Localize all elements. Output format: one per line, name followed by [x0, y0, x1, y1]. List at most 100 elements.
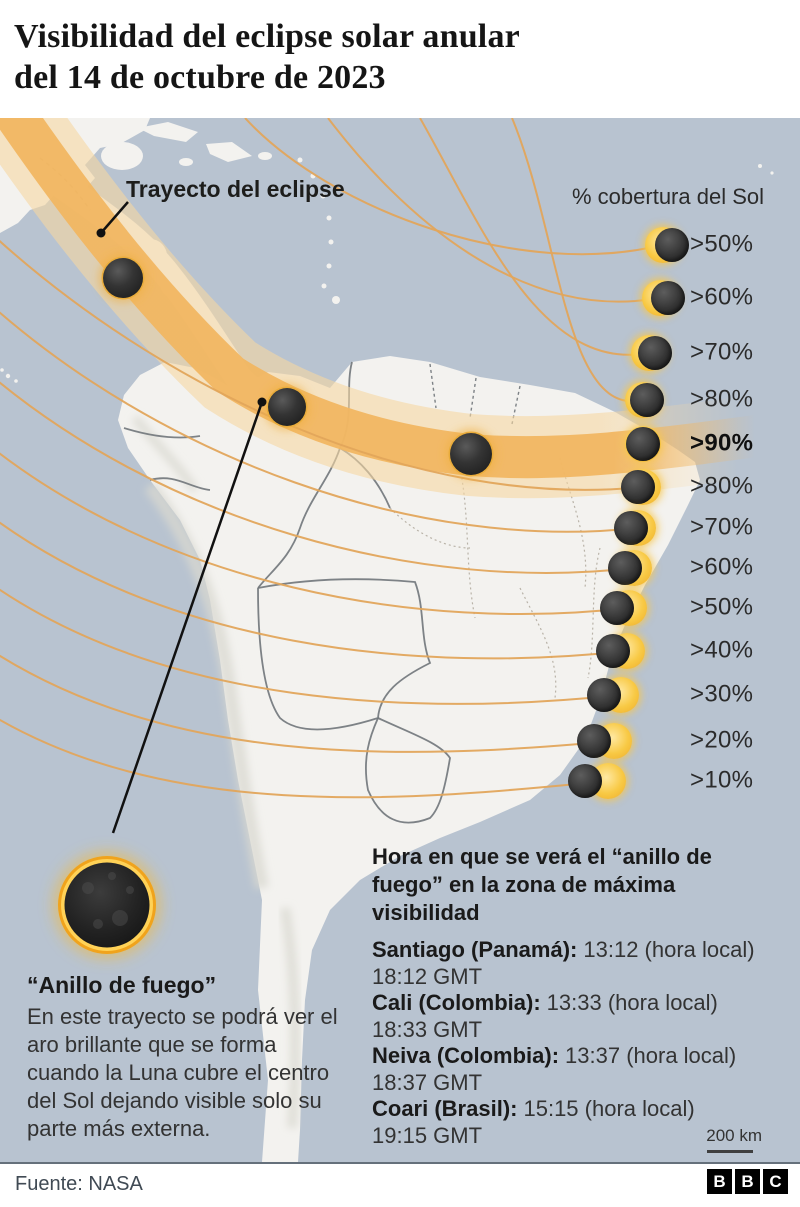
legend-label: >30%	[690, 680, 754, 708]
moon-icon	[655, 228, 689, 262]
legend-eclipse-icon	[625, 382, 664, 418]
times-header: Hora en que se verá el “anillo de fuego”…	[372, 844, 712, 925]
moon-icon	[651, 281, 685, 315]
country-borders	[39, 157, 521, 824]
moon-icon	[568, 764, 602, 798]
time-entry-city-line: Cali (Colombia): 13:33 (hora local)	[372, 990, 784, 1017]
time-entry-gmt: 18:37 GMT	[372, 1069, 483, 1095]
puerto-rico	[258, 152, 272, 160]
pointer-lines	[96, 201, 267, 834]
moon-icon	[577, 724, 611, 758]
legend-label: >90%	[690, 429, 754, 457]
coverage-contour-lines	[0, 118, 663, 799]
legend-label: >60%	[690, 283, 754, 311]
ring-of-fire-illustration	[53, 851, 161, 959]
eclipse-band-core	[0, 118, 800, 479]
legend-label: >40%	[690, 636, 754, 664]
time-entry-city: Santiago (Panamá):	[372, 937, 578, 962]
legend-eclipse-icon	[645, 227, 689, 263]
moon-icon	[596, 634, 630, 668]
time-entry-gmt: 18:12 GMT	[372, 963, 483, 989]
moon-icon	[621, 470, 655, 504]
moon-icon	[638, 336, 672, 370]
legend-label: >70%	[690, 338, 754, 366]
legend-label: >50%	[690, 593, 754, 621]
legend-label: >60%	[690, 553, 754, 581]
path-moons	[98, 253, 497, 480]
legend-label: >50%	[690, 230, 754, 258]
legend-label: >20%	[690, 726, 754, 754]
times-panel: Hora en que se verá el “anillo de fuego”…	[372, 843, 784, 1149]
time-entry-gmt: 19:15 GMT	[372, 1122, 483, 1148]
legend-label: >80%	[690, 385, 754, 413]
time-entry-city: Coari (Brasil):	[372, 1096, 518, 1121]
infographic-title: Visibilidad del eclipse solar anular del…	[14, 16, 774, 98]
legend-eclipse-icon	[631, 335, 672, 371]
scale-bar	[707, 1150, 753, 1153]
moon-icon	[608, 551, 642, 585]
legend-eclipse-icon	[587, 677, 639, 713]
south-america	[118, 356, 700, 1162]
time-entry-local: 13:33 (hora local)	[546, 990, 718, 1015]
moon-icon	[587, 678, 621, 712]
ring-of-fire-body: En este trayecto se podrá ver el aro bri…	[27, 1004, 338, 1141]
moon-icon	[630, 383, 664, 417]
time-entry-city-line: Coari (Brasil): 15:15 (hora local)	[372, 1096, 784, 1123]
moon-colombia	[263, 383, 311, 431]
andes-relief	[131, 415, 301, 1129]
lesser-antilles	[297, 157, 774, 304]
legend-eclipse-icon	[568, 763, 626, 799]
time-entry-local: 15:15 (hora local)	[523, 1096, 695, 1121]
moon-central-america	[98, 253, 148, 303]
time-entry-local: 13:37 (hora local)	[565, 1043, 737, 1068]
legend-label: >70%	[690, 513, 754, 541]
map-scale: 200 km	[700, 1126, 762, 1153]
source-credit: Fuente: NASA	[15, 1173, 143, 1195]
title-text: Visibilidad del eclipse solar anular del…	[14, 16, 774, 98]
legend-eclipse-icon	[577, 723, 632, 759]
eclipse-band	[0, 118, 800, 499]
bbc-logo-letter: C	[763, 1169, 788, 1194]
moon-icon	[614, 511, 648, 545]
bbc-logo-letter: B	[707, 1169, 732, 1194]
state-borders-dotted	[389, 457, 601, 699]
yucatan	[101, 142, 143, 170]
time-entry-city: Neiva (Colombia):	[372, 1043, 560, 1068]
eclipse-path-label: Trayecto del eclipse	[126, 176, 345, 202]
hispaniola	[206, 142, 252, 162]
legend-eclipse-icon	[596, 633, 645, 669]
eclipse-visibility-map: Trayecto del eclipse % cobertura del Sol…	[0, 118, 800, 1164]
legend-eclipse-icon	[614, 510, 656, 546]
galapagos	[0, 368, 18, 383]
bbc-logo-letter: B	[735, 1169, 760, 1194]
annulus-pointer-line	[111, 401, 264, 834]
time-entry-city-line: Neiva (Colombia): 13:37 (hora local)	[372, 1043, 784, 1070]
jamaica	[179, 158, 193, 166]
moon-icon	[600, 591, 634, 625]
legend-eclipse-icon	[608, 550, 652, 586]
moon-brazil	[445, 428, 497, 480]
times-entries: Santiago (Panamá): 13:12 (hora local) 18:1…	[372, 937, 784, 1149]
legend-eclipse-icon	[600, 590, 647, 626]
scale-label: 200 km	[706, 1126, 762, 1145]
ring-of-fire-title: “Anillo de fuego”	[27, 972, 217, 998]
legend-eclipse-icon	[625, 426, 661, 462]
legend-eclipse-icon	[621, 469, 661, 505]
legend-label: >80%	[690, 472, 754, 500]
moon-icon	[626, 427, 660, 461]
cuba	[138, 122, 198, 142]
trayecto-pointer-dot	[96, 228, 106, 238]
trayecto-pointer-line	[100, 201, 129, 234]
title-line2: del 14 de octubre de 2023	[14, 59, 386, 96]
coverage-legend-header: % cobertura del Sol	[572, 184, 764, 209]
title-line1: Visibilidad del eclipse solar anular	[14, 18, 520, 55]
map-canvas	[0, 118, 800, 1162]
annulus-pointer-dot	[257, 397, 267, 407]
time-entry-city: Cali (Colombia):	[372, 990, 541, 1015]
time-entry-city-line: Santiago (Panamá): 13:12 (hora local)	[372, 937, 784, 964]
time-entry-gmt: 18:33 GMT	[372, 1016, 483, 1042]
legend-eclipse-icon	[642, 280, 685, 316]
legend-label: >10%	[690, 766, 754, 794]
